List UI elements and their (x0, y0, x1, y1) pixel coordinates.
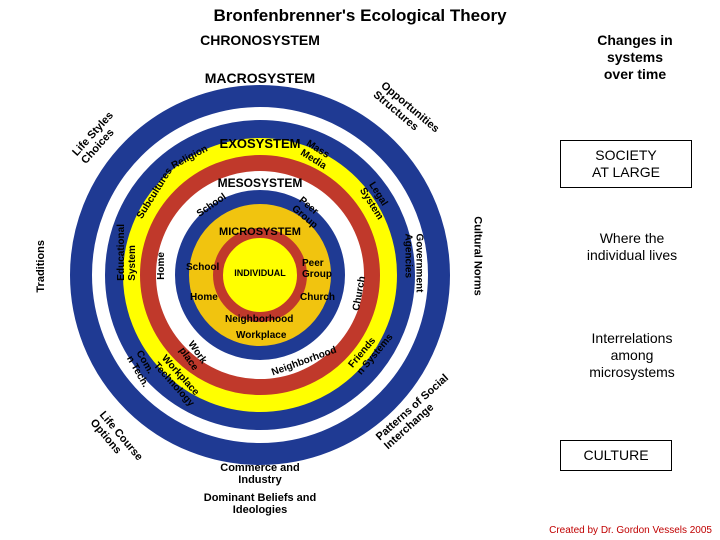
annotation-culture: CULTURE (560, 440, 672, 471)
macro-cultural-norms: Cultural Norms (472, 216, 484, 295)
macrosystem-label: MACROSYSTEM (40, 70, 480, 86)
exo-educational: Educational System (116, 224, 138, 281)
meso-home: Home (156, 252, 167, 280)
macro-traditions: Traditions (35, 240, 47, 293)
chrono-commerce: Commerce and Industry (40, 462, 480, 486)
annotation-changes: Changes in systems over time (570, 32, 700, 82)
chrono-beliefs: Dominant Beliefs and Ideologies (40, 492, 480, 516)
micro-home: Home (190, 292, 218, 303)
exo-gov-agencies: Government Agencies (402, 234, 424, 293)
mesosystem-label: MESOSYSTEM (40, 176, 480, 190)
credit-line: Created by Dr. Gordon Vessels 2005 (549, 525, 712, 536)
ecological-diagram: CHRONOSYSTEM MACROSYSTEM EXOSYSTEM MESOS… (40, 30, 480, 490)
annotation-interrelations: Interrelations among microsystems (562, 330, 702, 380)
micro-school: School (186, 262, 219, 273)
micro-neighborhood: Neighborhood (225, 314, 293, 325)
diagram-title: Bronfenbrenner's Ecological Theory (0, 6, 720, 26)
annotation-where-lives: Where the individual lives (562, 230, 702, 264)
micro-church: Church (300, 292, 335, 303)
micro-workplace: Workplace (236, 330, 286, 341)
micro-peer-group: Peer Group (302, 258, 332, 280)
annotation-society: SOCIETY AT LARGE (560, 140, 692, 188)
chronosystem-label: CHRONOSYSTEM (40, 32, 480, 48)
